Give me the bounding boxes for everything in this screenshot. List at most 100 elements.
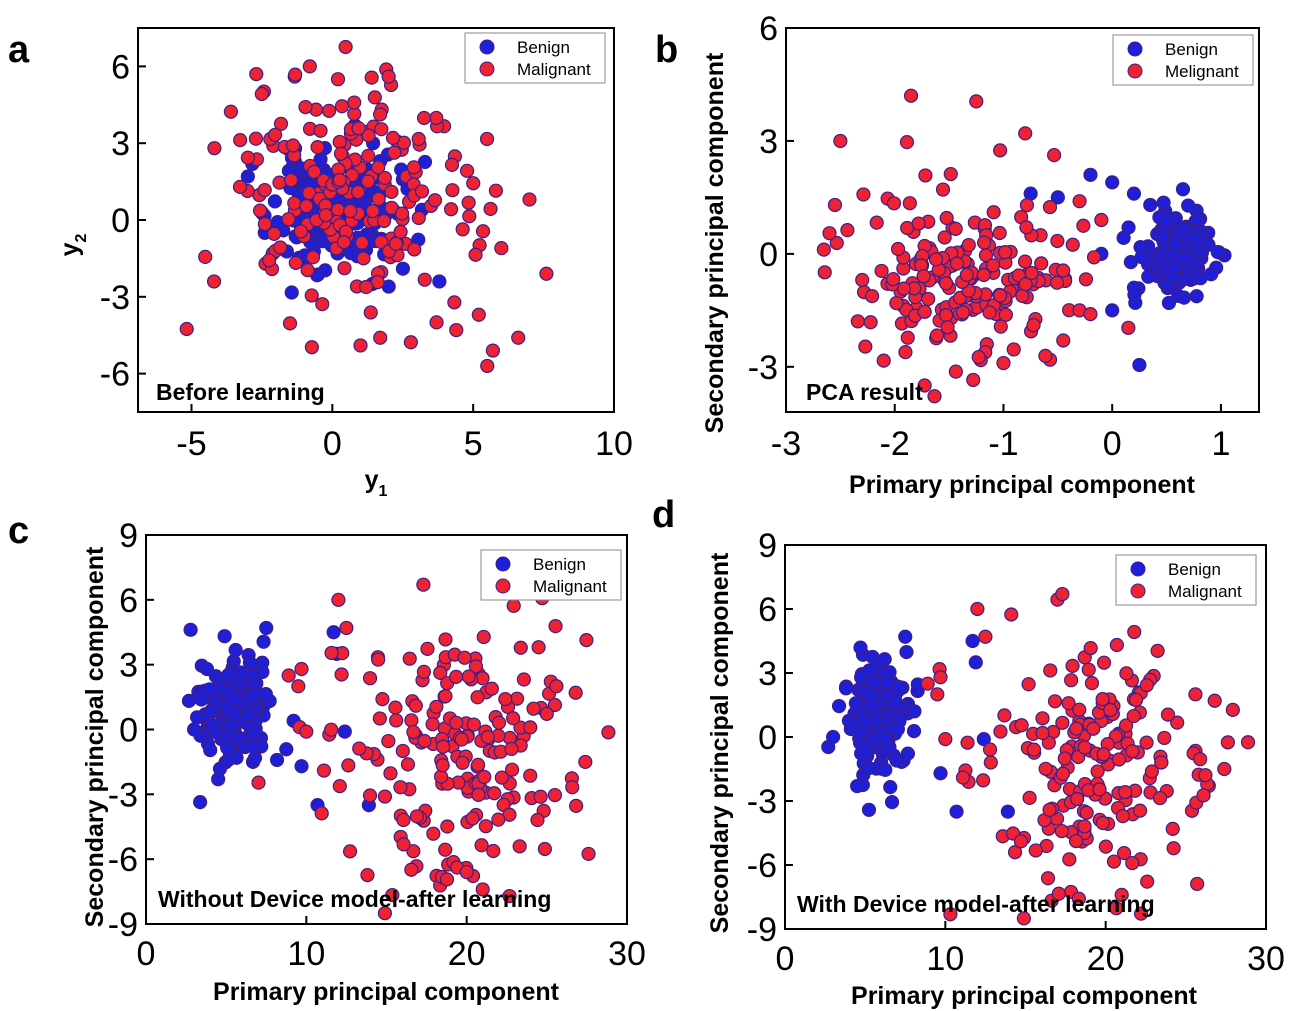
legend-label: Benign bbox=[1165, 40, 1218, 59]
benign-point bbox=[1050, 190, 1065, 205]
malignant-point bbox=[1170, 715, 1185, 730]
malignant-point bbox=[977, 235, 992, 250]
benign-point bbox=[226, 692, 242, 707]
malignant-point bbox=[986, 205, 1001, 220]
malignant-point bbox=[960, 735, 975, 750]
y-tick-label: -6 bbox=[747, 847, 777, 885]
malignant-point bbox=[916, 269, 931, 284]
malignant-point bbox=[917, 304, 932, 319]
malignant-point bbox=[360, 174, 376, 189]
panel-letter: d bbox=[652, 494, 675, 536]
benign-point bbox=[1143, 197, 1158, 213]
malignant-point bbox=[1140, 874, 1155, 889]
panel-a: a -5 0 5 10 -6 -3 0 3 6 Benign Malignant Before lear… bbox=[8, 27, 633, 500]
malignant-point bbox=[1069, 721, 1084, 736]
malignant-point bbox=[491, 812, 506, 827]
malignant-point bbox=[1061, 696, 1076, 711]
benign-point bbox=[898, 629, 913, 644]
malignant-point bbox=[352, 741, 367, 756]
x-tick-label: 20 bbox=[448, 935, 486, 973]
malignant-point bbox=[400, 757, 416, 772]
x-tick-label: 10 bbox=[926, 940, 964, 978]
malignant-point bbox=[565, 780, 580, 795]
malignant-point bbox=[406, 724, 421, 740]
y-tick-label: 6 bbox=[111, 48, 130, 86]
benign-point bbox=[217, 629, 232, 644]
malignant-point bbox=[1065, 237, 1080, 252]
malignant-point bbox=[997, 708, 1012, 723]
malignant-point bbox=[455, 222, 470, 237]
benign-point bbox=[1167, 238, 1182, 253]
malignant-point bbox=[333, 146, 349, 161]
malignant-point bbox=[257, 182, 272, 198]
benign-point bbox=[187, 722, 202, 737]
legend-marker bbox=[495, 556, 511, 572]
benign-point bbox=[211, 772, 226, 787]
malignant-point bbox=[266, 226, 282, 241]
panel-annotation: Before learning bbox=[156, 379, 325, 405]
malignant-point bbox=[1071, 891, 1086, 906]
malignant-point bbox=[465, 811, 480, 826]
malignant-point bbox=[385, 130, 401, 146]
malignant-point bbox=[1157, 730, 1172, 746]
malignant-point bbox=[487, 786, 502, 801]
malignant-point bbox=[483, 201, 498, 217]
malignant-point bbox=[1028, 843, 1043, 858]
benign-point bbox=[432, 274, 447, 289]
y-tick-label: 3 bbox=[759, 123, 778, 161]
malignant-point bbox=[1055, 715, 1070, 730]
benign-point bbox=[228, 642, 243, 658]
panel-d: d 0 10 20 30 -9 -6 -3 0 3 6 9 Benign Malignant With De… bbox=[652, 494, 1285, 1010]
benign-point bbox=[1126, 186, 1142, 201]
malignant-point bbox=[998, 307, 1013, 322]
malignant-point bbox=[1114, 887, 1129, 902]
malignant-point bbox=[1016, 911, 1031, 926]
malignant-point bbox=[207, 141, 222, 156]
malignant-point bbox=[287, 196, 302, 211]
malignant-point bbox=[444, 157, 460, 173]
malignant-point bbox=[324, 645, 339, 661]
malignant-point bbox=[918, 168, 933, 183]
malignant-point bbox=[364, 70, 379, 85]
malignant-point bbox=[273, 116, 289, 131]
malignant-point bbox=[459, 864, 474, 880]
malignant-point bbox=[293, 224, 309, 239]
malignant-point bbox=[1111, 752, 1127, 767]
benign-point bbox=[221, 752, 236, 767]
malignant-point bbox=[475, 882, 490, 897]
malignant-point bbox=[488, 183, 504, 198]
malignant-point bbox=[512, 839, 527, 854]
malignant-point bbox=[429, 315, 444, 330]
x-tick-label: 30 bbox=[1247, 940, 1285, 978]
malignant-point bbox=[523, 768, 538, 783]
malignant-point bbox=[1133, 906, 1149, 921]
malignant-point bbox=[494, 770, 509, 785]
y-tick-label: 9 bbox=[758, 527, 777, 565]
malignant-point bbox=[342, 844, 358, 859]
malignant-point bbox=[886, 272, 901, 287]
malignant-point bbox=[486, 843, 501, 859]
benign-point bbox=[202, 682, 217, 697]
malignant-point bbox=[1018, 126, 1033, 141]
malignant-point bbox=[1086, 250, 1102, 265]
legend-label: Malignant bbox=[1168, 582, 1242, 601]
benign-point bbox=[1191, 231, 1206, 247]
panel-annotation: PCA result bbox=[806, 379, 923, 405]
malignant-point bbox=[288, 255, 303, 271]
malignant-point bbox=[403, 335, 418, 350]
malignant-point bbox=[1096, 747, 1111, 762]
y-axis-title: y2 bbox=[56, 234, 90, 257]
malignant-point bbox=[363, 305, 378, 320]
malignant-point bbox=[1119, 666, 1134, 681]
malignant-point bbox=[993, 288, 1008, 303]
malignant-point bbox=[402, 651, 417, 666]
malignant-point bbox=[1019, 220, 1034, 235]
malignant-point bbox=[578, 754, 593, 770]
malignant-point bbox=[1018, 277, 1033, 292]
malignant-point bbox=[829, 235, 844, 251]
malignant-point bbox=[438, 632, 453, 647]
benign-point bbox=[183, 622, 198, 637]
malignant-point bbox=[332, 778, 347, 794]
benign-point bbox=[233, 665, 248, 680]
